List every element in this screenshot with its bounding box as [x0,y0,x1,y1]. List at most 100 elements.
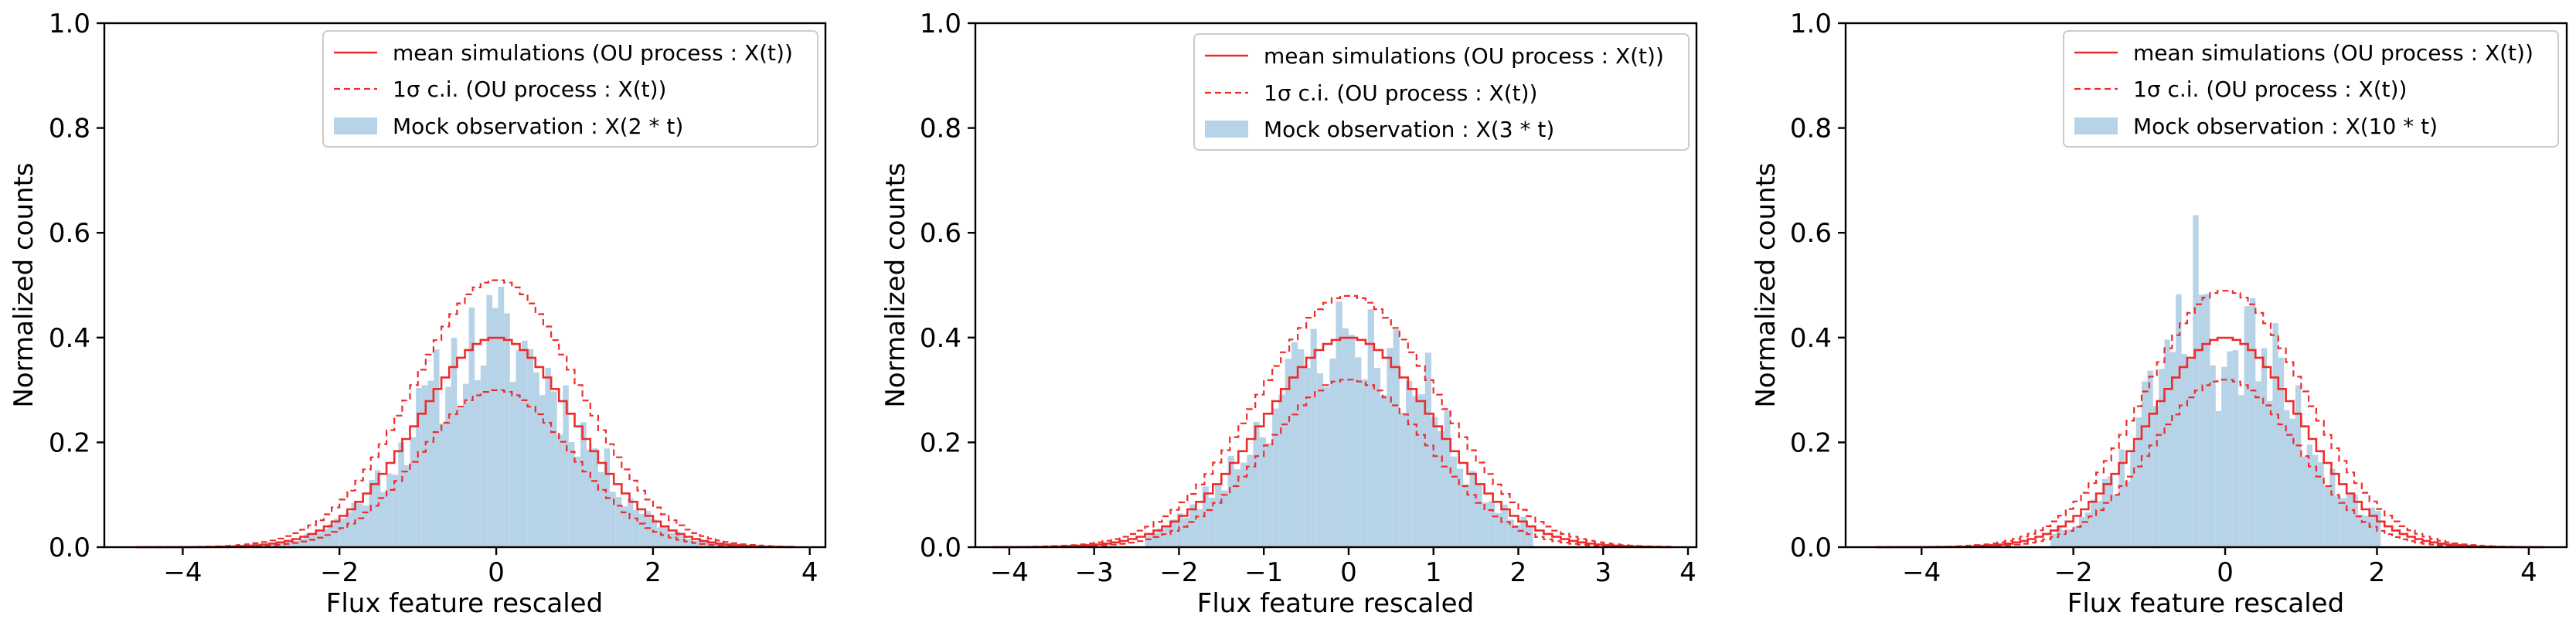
hist-bar [2181,353,2187,547]
hist-bar [445,386,451,547]
hist-bar [1336,301,1342,547]
x-tick-label: 4 [801,557,818,588]
hist-bar [2061,529,2068,547]
hist-bar [410,437,417,547]
hist-bar [516,350,522,547]
hist-bar [1495,512,1502,547]
hist-bar [2375,510,2381,547]
hist-bar [462,383,469,547]
hist-bar [1399,412,1407,547]
hist-bar [1393,329,1400,547]
hist-bar [2238,395,2244,547]
hist-bar [310,535,316,547]
hist-bar [1176,513,1183,547]
hist-bar [416,387,422,547]
hist-bar [1342,328,1349,547]
hist-bar [545,367,552,547]
hist-bar [1221,490,1228,547]
hist-bar [1361,379,1368,547]
hist-bar [2249,298,2256,547]
legend-mean-label-2: mean simulations (OU process : X(t)) [1264,43,1664,69]
hist-bar [1431,417,1438,547]
legend-hist-label-2: Mock observation : X(3 * t) [1264,117,1554,142]
hist-bar [2113,495,2119,547]
hist-bar [533,372,539,547]
legend-box-3 [2063,30,2559,148]
hist-bar [2232,349,2239,547]
hist-bar [2152,406,2159,547]
y-tick-label: 0.6 [920,218,961,249]
hist-bar [2272,323,2278,547]
hist-bar [1272,408,1279,547]
hist-bar [1196,509,1203,547]
hist-bar [2073,526,2079,547]
x-tick-label: −4 [1902,557,1941,588]
hist-bar [1298,349,1305,547]
hist-bar [568,442,575,547]
hist-bar [2318,462,2324,547]
x-tick-label: −2 [1159,557,1198,588]
hist-bar [633,509,640,547]
hist-bar [2306,444,2312,547]
hist-bar [2255,381,2261,547]
hist-bar [1253,421,1260,547]
hist-bar [2186,359,2193,547]
hist-bar [2176,294,2182,547]
hist-bar [403,464,410,547]
y-ticks-2: 0.0 0.2 0.4 0.6 0.8 1.0 [920,9,975,563]
hist-bar [1170,519,1177,547]
y-axis-label-1: Normalized counts [9,162,39,407]
ci-upper-line-2 [992,294,1672,548]
hist-bar [2369,507,2376,547]
x-tick-label: −2 [2054,557,2093,588]
hist-bar [2278,357,2285,547]
hist-bar [580,422,587,547]
hist-bar [2118,449,2125,547]
hist-bar [563,385,569,547]
y-axis-label-2: Normalized counts [880,162,911,407]
hist-bar [1463,484,1470,547]
hist-bar [2169,352,2176,547]
hist-bar [2142,381,2148,547]
hist-bar [1438,430,1445,547]
hist-bar [527,349,534,547]
hist-bar [1183,517,1190,547]
hist-bar [680,536,686,547]
hist-bar [2164,339,2170,547]
hist-bar [2301,456,2307,547]
hist-bar [345,512,352,547]
x-axis-label-2: Flux feature rescaled [1197,588,1474,619]
hist-bar [392,475,399,547]
y-tick-label: 1.0 [49,9,90,39]
mean-line-3 [1876,336,2544,549]
hist-bar [480,365,487,547]
y-tick-label: 0.6 [49,218,90,249]
hist-bar [1247,454,1254,547]
hist-bar [692,540,699,547]
x-tick-label: 0 [488,557,505,588]
hist-bar [574,456,581,547]
curve-layer-3 [1876,290,2544,549]
hist-bar [1514,525,1521,547]
hist-bar [1164,526,1171,547]
hist-bar [1285,359,1291,547]
hist-bar [427,380,434,547]
hist-bar [2323,485,2330,547]
hist-bar [1151,532,1158,547]
hist-bar [2193,215,2199,547]
legend-box-2 [1193,33,1690,151]
hist-bar [2107,476,2114,547]
hist-bar [2147,370,2153,547]
legend-ci-label-2: 1σ c.i. (OU process : X(t)) [1264,80,1537,106]
hist-bar [2261,348,2268,547]
hist-bar [2284,410,2290,547]
hist-bar [551,391,557,547]
hist-bar [1157,528,1165,547]
hist-bar [1412,396,1419,547]
hist-bar [498,286,505,547]
hist-bar [2050,533,2057,547]
hist-bar [1450,456,1457,547]
hist-bar [2159,369,2165,547]
hist-bar [1215,483,1222,547]
x-tick-label: 4 [2520,557,2537,588]
